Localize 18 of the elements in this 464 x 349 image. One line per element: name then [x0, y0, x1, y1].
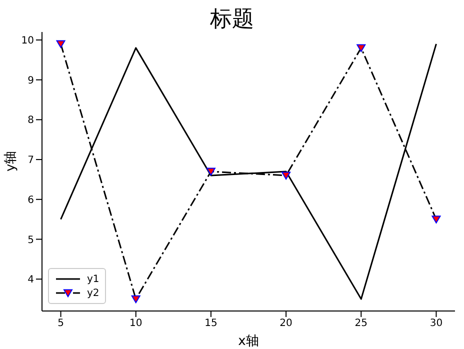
legend-label: y2 — [87, 288, 100, 298]
x-tick-label: 15 — [204, 318, 218, 330]
x-tick-label: 10 — [129, 318, 142, 330]
legend-label: y1 — [87, 274, 100, 284]
y-tick-label: 9 — [28, 75, 34, 86]
x-tick-label: 20 — [280, 318, 292, 330]
y-tick-label: 10 — [21, 36, 34, 47]
x-tick-label: 5 — [58, 318, 64, 330]
x-axis-title: x轴 — [238, 334, 259, 349]
y-axis-title: y轴 — [4, 150, 19, 172]
y-tick-label: 6 — [28, 194, 34, 206]
x-tick-label: 30 — [430, 318, 443, 330]
y-tick-label: 8 — [28, 115, 34, 126]
y-tick-label: 4 — [28, 274, 34, 286]
y-tick-label: 5 — [28, 234, 34, 246]
chart-title: 标题 — [209, 6, 255, 34]
x-tick-label: 25 — [354, 318, 368, 330]
y-tick-label: 7 — [28, 155, 34, 166]
